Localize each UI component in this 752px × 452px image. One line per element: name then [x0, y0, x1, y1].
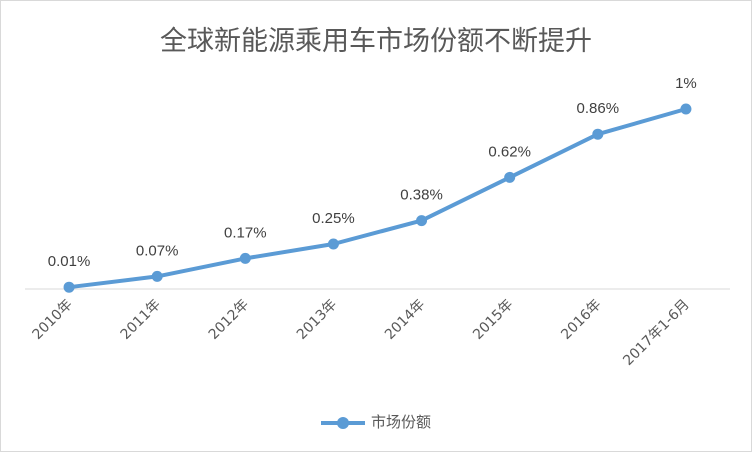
- data-label: 0.86%: [577, 100, 620, 117]
- x-tick-label: 2014年: [382, 297, 428, 343]
- line-chart: 2010年 2011年 2012年 2013年 2014年 2015年 2016年 2017年…: [25, 75, 730, 369]
- data-point: [239, 252, 251, 264]
- data-point: [327, 238, 339, 250]
- data-point: [416, 215, 428, 227]
- x-tick-label: 2010年: [29, 297, 75, 343]
- chart-title: 全球新能源乘用车市场份额不断提升: [160, 26, 592, 57]
- data-point: [592, 128, 604, 140]
- x-tick-label: 2011年: [118, 297, 164, 343]
- x-tick-label: 2015年: [470, 297, 516, 343]
- data-label: 0.62%: [488, 143, 531, 160]
- x-tick-label: 2013年: [294, 297, 340, 343]
- x-tick-label: 2012年: [206, 297, 252, 343]
- data-label: 0.17%: [224, 224, 267, 241]
- data-label: 0.01%: [48, 253, 91, 270]
- x-tick-label: 2016年: [558, 297, 604, 343]
- data-label: 0.25%: [312, 210, 355, 227]
- data-label: 0.38%: [400, 187, 443, 204]
- x-tick-label: 2017年1-6月: [620, 297, 692, 369]
- data-label: 0.07%: [136, 242, 179, 259]
- legend-series-marker: [320, 412, 365, 432]
- data-point: [63, 281, 75, 293]
- data-point: [680, 103, 692, 115]
- series-line: [68, 107, 687, 290]
- data-point: [504, 171, 516, 183]
- legend: 市场份额: [1, 411, 751, 432]
- data-label: 1%: [675, 75, 697, 92]
- data-point: [151, 270, 163, 282]
- legend-series-label: 市场份额: [370, 413, 431, 431]
